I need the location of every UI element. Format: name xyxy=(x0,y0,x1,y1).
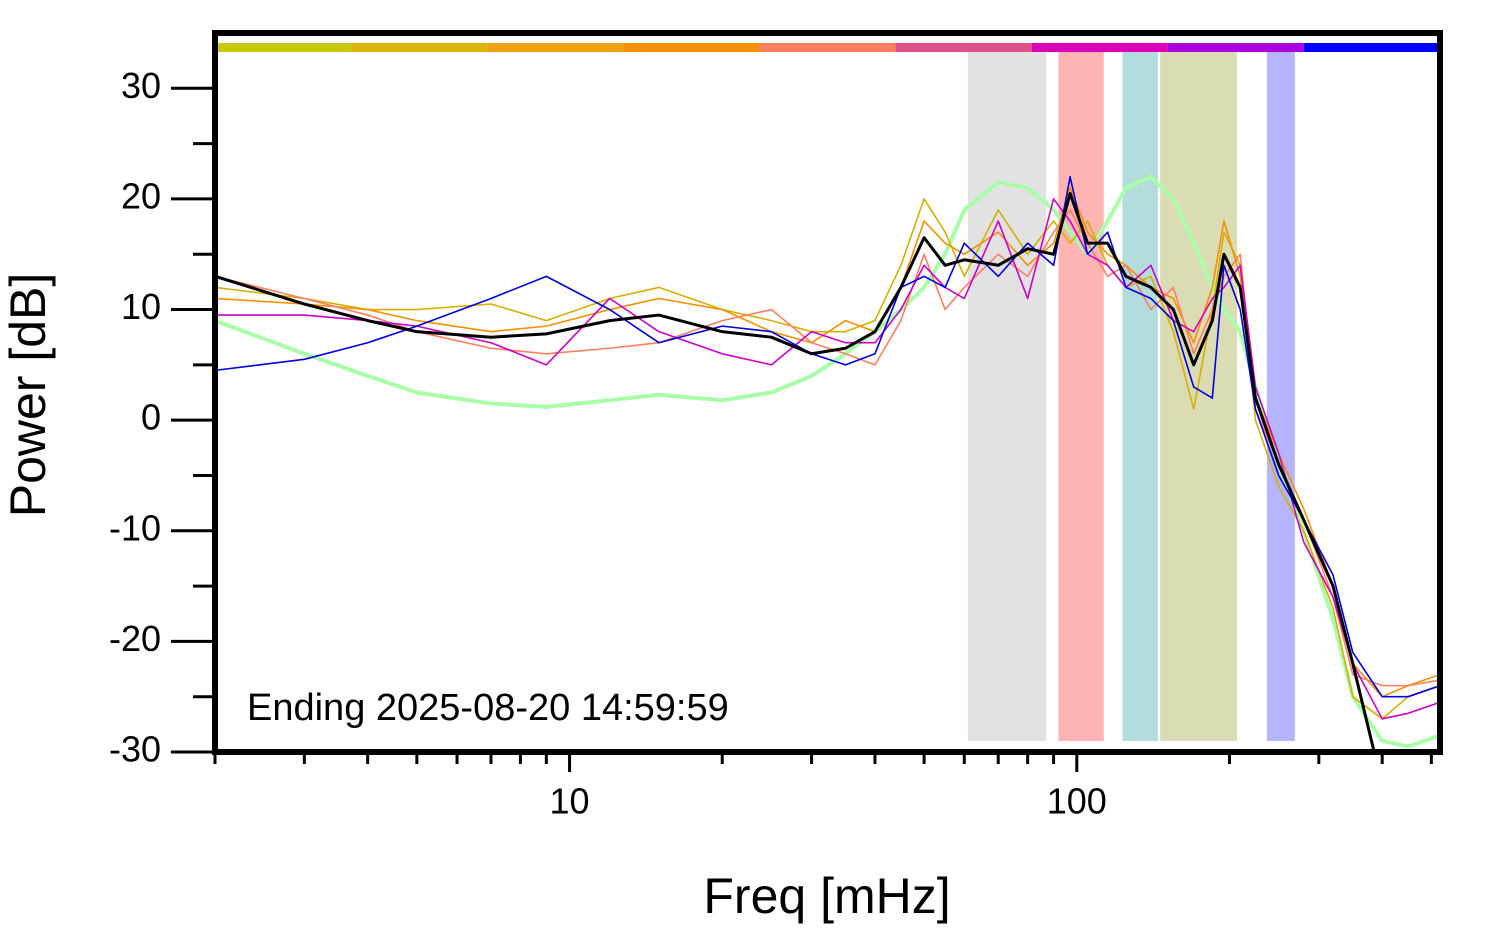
series-line xyxy=(215,191,1376,752)
y-tick-label: 30 xyxy=(121,65,161,106)
colorbar-segment xyxy=(895,43,1032,52)
band xyxy=(967,49,1047,741)
x-tick-label: 10 xyxy=(550,781,590,822)
y-axis-label: Power [dB] xyxy=(0,273,56,518)
colorbar-segment xyxy=(623,43,760,52)
colorbar-segment xyxy=(759,43,896,52)
series-line xyxy=(215,187,1440,698)
colorbar-segment xyxy=(1031,43,1168,52)
y-tick-label: 0 xyxy=(141,397,161,438)
band xyxy=(1122,49,1158,741)
frame xyxy=(212,30,1443,755)
colorbar-segment xyxy=(487,43,624,52)
series-line xyxy=(215,174,1440,749)
annotation: Ending 2025-08-20 14:59:59 xyxy=(247,687,729,729)
band xyxy=(1058,49,1104,741)
y-tick-label: -30 xyxy=(109,729,161,770)
y-tick-label: 10 xyxy=(121,286,161,327)
y-tick-label: 20 xyxy=(121,175,161,216)
colorbar-segment xyxy=(351,43,488,52)
colorbar-segment xyxy=(1303,43,1440,52)
series-line xyxy=(215,176,1440,698)
axes: 10 100 -30 -20 -10 0 10 20 30 xyxy=(109,65,1433,822)
x-axis-label: Freq [mHz] xyxy=(703,868,950,924)
colorbar-segment xyxy=(215,43,352,52)
series-line xyxy=(215,198,1440,720)
series-line xyxy=(215,209,1440,687)
y-tick-label: -20 xyxy=(109,618,161,659)
colorbar xyxy=(215,43,1440,52)
band xyxy=(1160,49,1238,741)
series-line xyxy=(215,198,1440,720)
y-tick-label: -10 xyxy=(109,507,161,548)
x-tick-label: 100 xyxy=(1047,781,1107,822)
bands xyxy=(967,49,1295,741)
lines xyxy=(215,174,1440,752)
colorbar-segment xyxy=(1167,43,1304,52)
band xyxy=(1266,49,1295,741)
